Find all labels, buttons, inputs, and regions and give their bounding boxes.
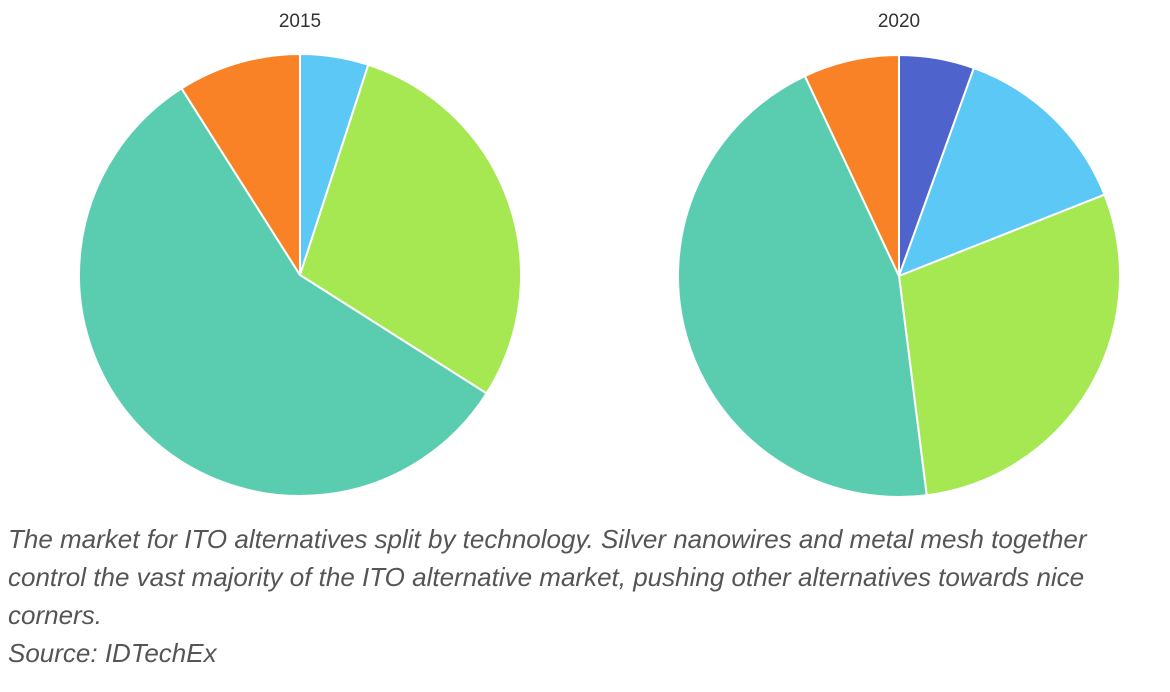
pie-charts: 2015 2020 xyxy=(78,11,1121,498)
pie-title-2020: 2020 xyxy=(878,11,920,32)
pie-2020-slice-1 xyxy=(898,67,1106,277)
pie-chart-2020: 2020 xyxy=(677,11,1121,498)
pie-chart-2015: 2015 xyxy=(78,11,522,497)
caption-text: The market for ITO alternatives split by… xyxy=(8,524,1087,630)
caption-source: Source: IDTechEx xyxy=(8,638,217,668)
pie-2015-slice-3 xyxy=(180,53,301,276)
pie-2020-slice-4 xyxy=(803,54,900,277)
pie-2020-slice-3 xyxy=(677,75,928,498)
pie-title-2015: 2015 xyxy=(279,11,321,32)
figure-caption: The market for ITO alternatives split by… xyxy=(8,520,1163,672)
pie-2020-slice-2 xyxy=(898,193,1121,497)
pie-2015-slice-2 xyxy=(78,87,488,497)
pie-2015-slice-1 xyxy=(299,63,522,395)
